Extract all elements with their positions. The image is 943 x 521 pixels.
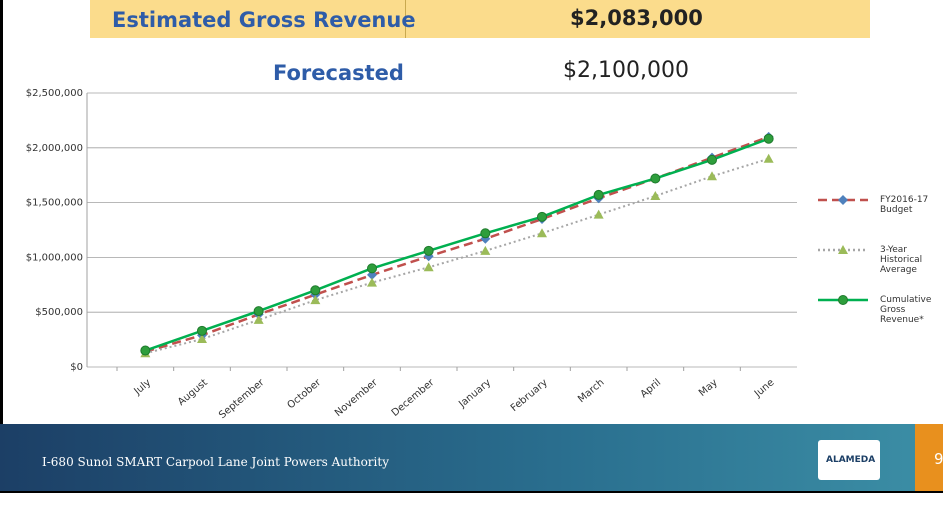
series-line xyxy=(144,137,770,352)
x-tick-label: October xyxy=(285,377,323,412)
x-tick-label: April xyxy=(639,377,664,400)
marker xyxy=(707,171,717,181)
y-tick-label: $1,000,000 xyxy=(26,252,83,263)
marker xyxy=(593,209,604,219)
y-tick-label: $2,500,000 xyxy=(26,88,83,99)
marker xyxy=(537,228,547,238)
marker xyxy=(197,325,207,336)
logo-text: ALAMEDA xyxy=(826,455,876,465)
x-tick-label: July xyxy=(132,377,154,398)
legend-label: FY2016-17 Budget xyxy=(880,195,929,215)
marker xyxy=(707,154,717,165)
marker xyxy=(763,153,774,163)
forecast-label: Forecasted xyxy=(273,61,404,85)
x-tick-label: June xyxy=(752,377,777,400)
marker xyxy=(367,263,377,274)
marker xyxy=(838,195,848,205)
footer-text: I-680 Sunol SMART Carpool Lane Joint Pow… xyxy=(42,455,389,469)
marker xyxy=(763,133,774,144)
marker xyxy=(423,245,434,256)
legend-label: Cumulative Gross Revenue* xyxy=(880,295,932,325)
logo xyxy=(818,440,880,480)
left-border xyxy=(0,0,3,492)
marker xyxy=(838,295,848,305)
y-tick-label: $1,500,000 xyxy=(26,198,83,209)
marker xyxy=(593,189,604,200)
marker xyxy=(480,228,491,239)
marker xyxy=(537,211,547,222)
chart: $0 $500,000 $1,000,000 $1,500,000 $2,000,000… xyxy=(26,88,868,420)
marker xyxy=(253,306,264,317)
forecast-value: $2,100,000 xyxy=(563,58,689,83)
marker xyxy=(253,314,264,324)
x-tick-label: January xyxy=(456,377,493,410)
marker xyxy=(367,277,377,287)
marker xyxy=(310,295,321,305)
page-box xyxy=(915,424,943,491)
series-line xyxy=(144,135,770,353)
marker xyxy=(480,245,491,255)
x-tick-label: November xyxy=(333,377,381,419)
marker xyxy=(838,245,848,254)
y-tick-label: $0 xyxy=(70,362,83,373)
summary-box xyxy=(90,0,870,38)
x-tick-label: May xyxy=(697,377,720,399)
x-tick-label: September xyxy=(217,377,267,420)
estimated-value: $2,083,000 xyxy=(570,6,703,30)
marker xyxy=(140,345,151,356)
footer-band xyxy=(0,424,943,491)
marker xyxy=(650,173,661,184)
x-tick-label: August xyxy=(176,377,210,408)
estimated-label: Estimated Gross Revenue xyxy=(112,8,416,32)
x-tick-label: February xyxy=(509,377,550,414)
y-tick-label: $2,000,000 xyxy=(26,143,83,154)
page-number: 9 xyxy=(934,450,943,468)
marker xyxy=(423,262,434,272)
marker xyxy=(197,334,207,344)
x-tick-label: December xyxy=(390,377,437,419)
x-tick-label: March xyxy=(576,377,606,405)
marker xyxy=(650,191,661,201)
bottom-border xyxy=(0,491,943,493)
marker xyxy=(310,285,321,296)
series-line xyxy=(145,157,769,355)
summary-divider xyxy=(405,0,406,38)
legend-label: 3-Year Historical Average xyxy=(880,245,923,275)
y-tick-label: $500,000 xyxy=(35,307,83,318)
